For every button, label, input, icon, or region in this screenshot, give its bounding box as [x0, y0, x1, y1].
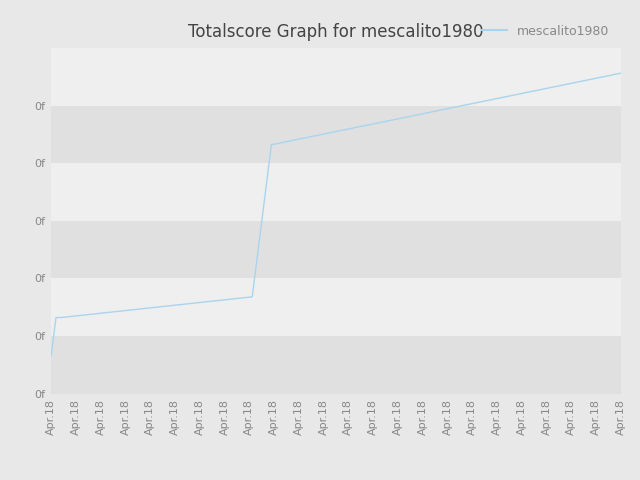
Bar — [51, 106, 621, 163]
Title: Totalscore Graph for mescalito1980: Totalscore Graph for mescalito1980 — [188, 23, 484, 41]
Bar — [51, 278, 621, 336]
Bar — [51, 336, 621, 394]
Legend: mescalito1980: mescalito1980 — [477, 20, 614, 43]
Bar — [51, 221, 621, 278]
Bar — [51, 48, 621, 106]
Bar — [51, 163, 621, 221]
